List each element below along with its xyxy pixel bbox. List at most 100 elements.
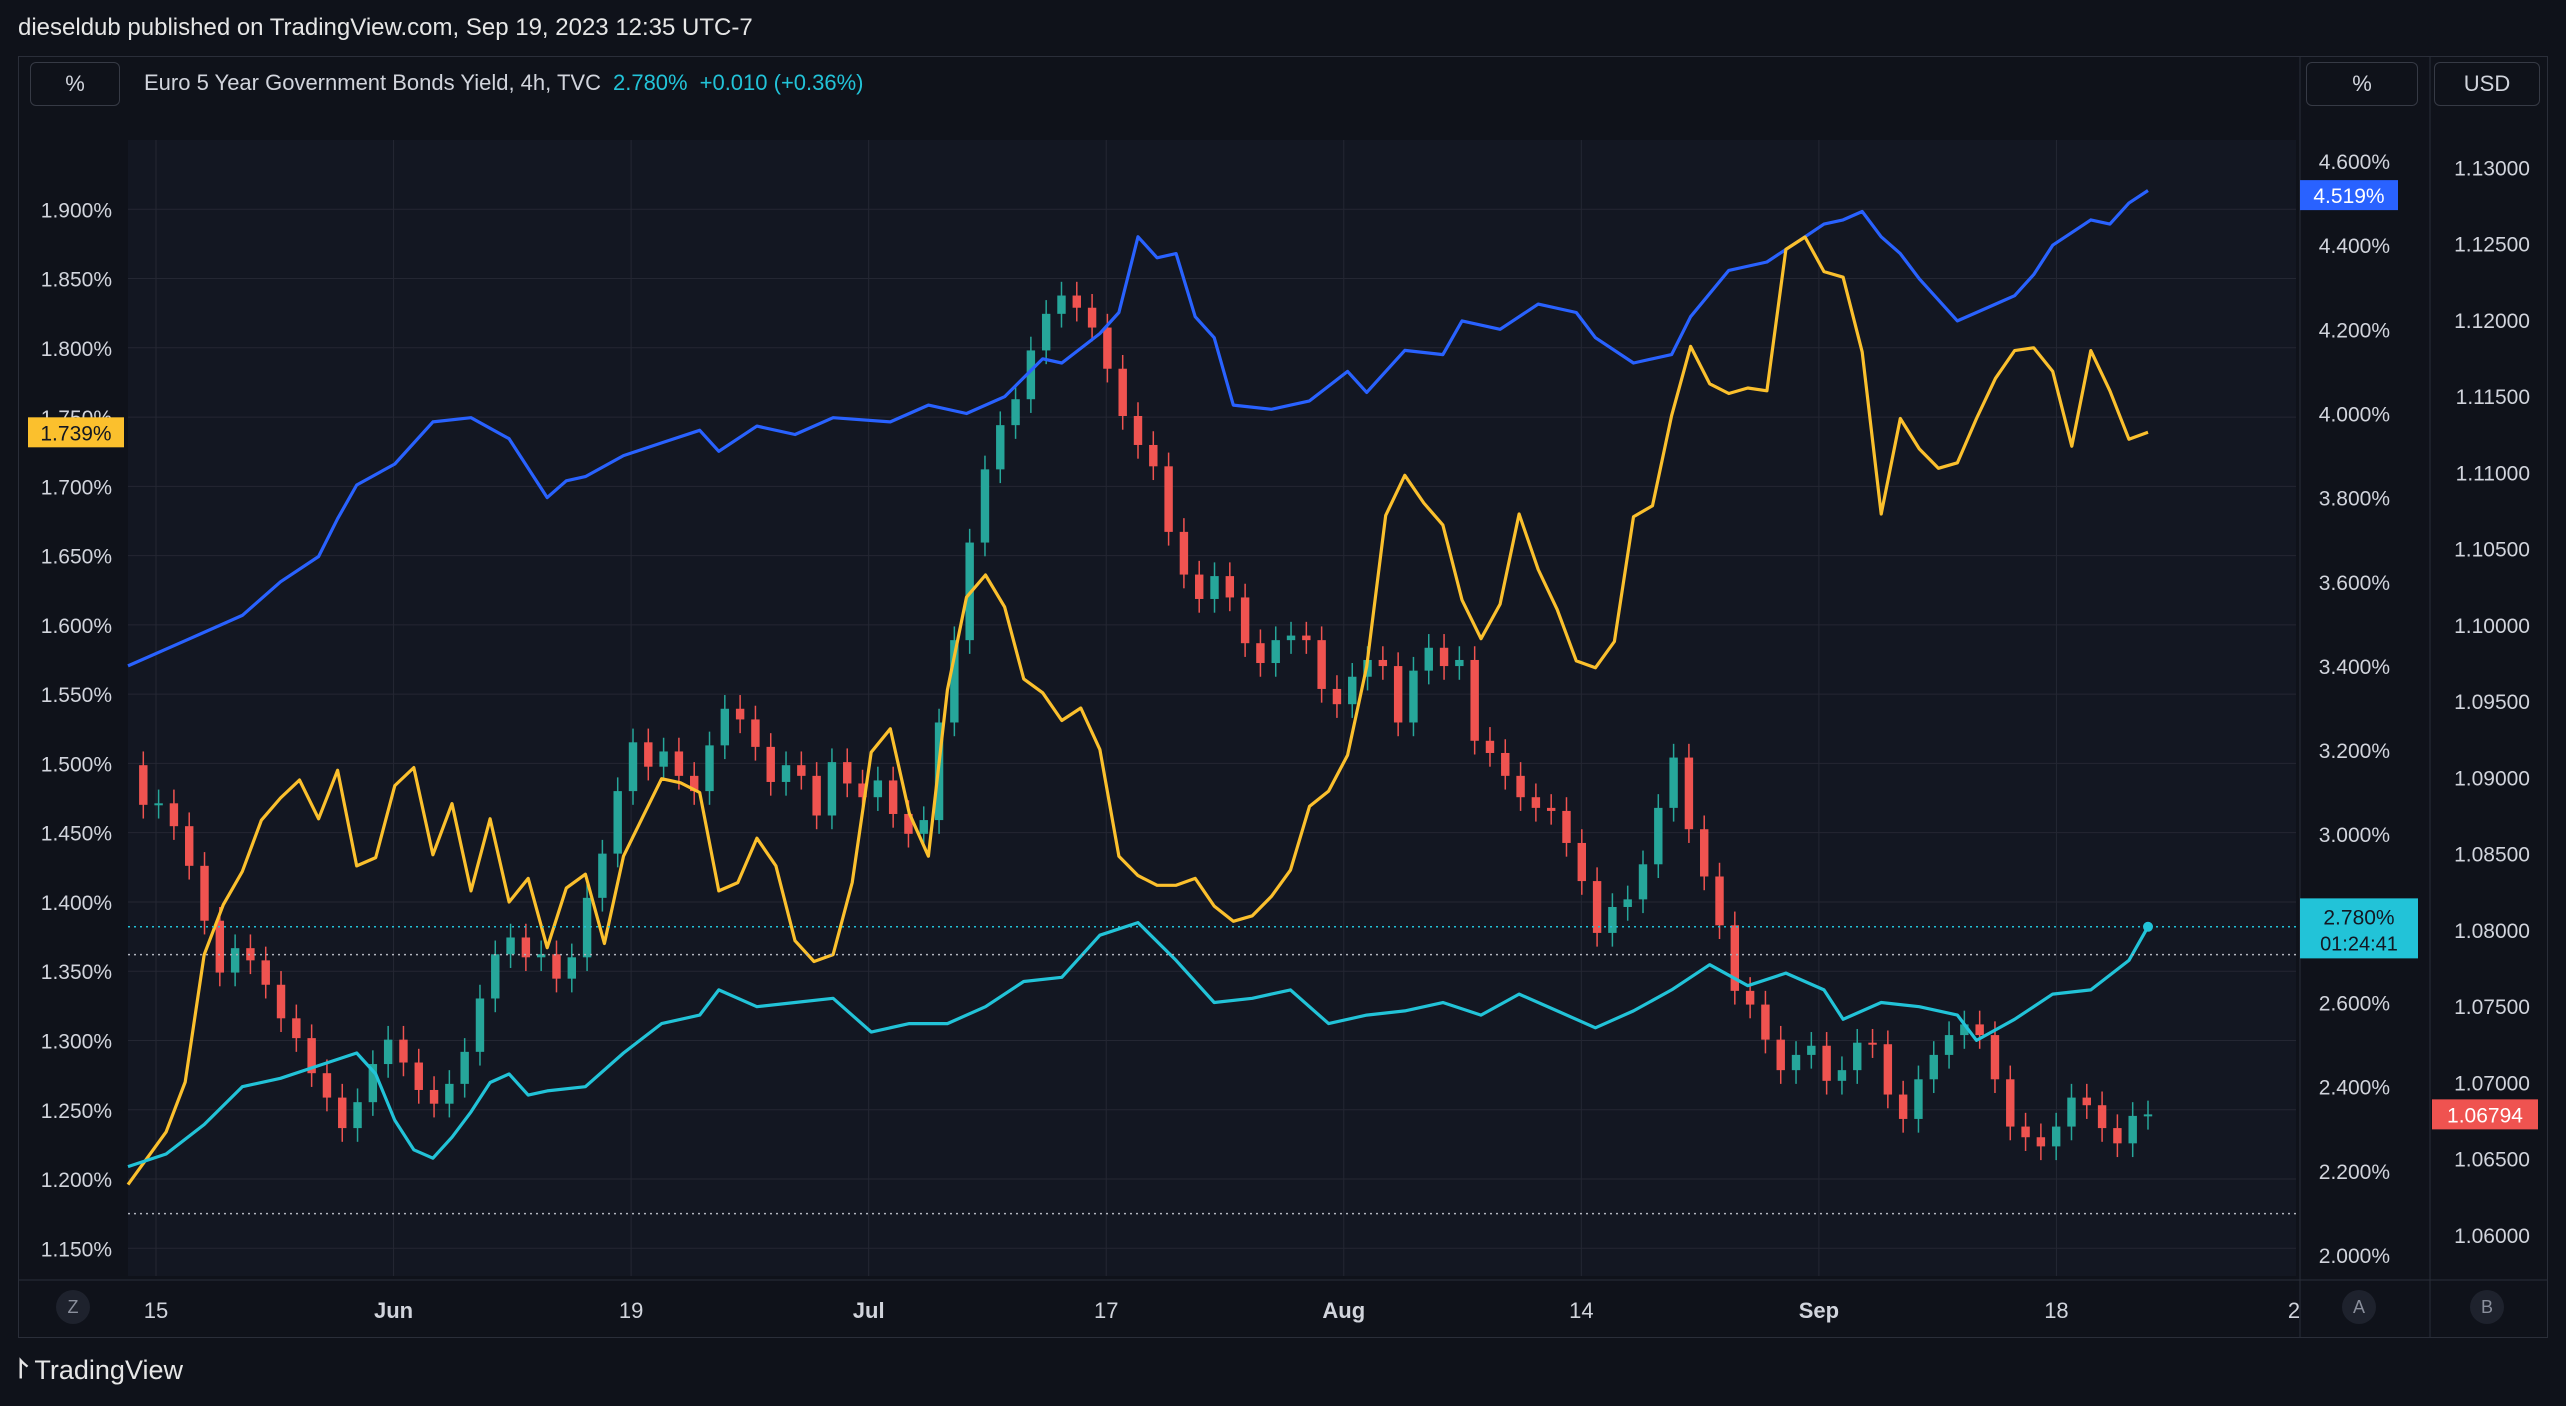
time-axis-label: 19 — [619, 1298, 643, 1323]
candle-body — [1332, 688, 1342, 705]
candle-body — [154, 803, 163, 806]
right-axis-tick: 1.10000 — [2454, 615, 2530, 638]
mid-axis-tick: 3.400% — [2319, 656, 2390, 679]
last-point-marker — [2143, 921, 2153, 932]
candle-body — [169, 803, 179, 827]
candle-body — [506, 937, 515, 955]
candle-body — [1179, 531, 1189, 575]
candle-body — [445, 1083, 454, 1104]
candle-body — [797, 765, 806, 776]
candle-body — [2006, 1079, 2015, 1127]
candle-body — [338, 1097, 347, 1129]
candle-body — [674, 751, 684, 776]
left-axis-tick: 1.550% — [41, 684, 112, 707]
candle-body — [735, 708, 745, 720]
candle-body — [383, 1039, 393, 1065]
left-axis-tick: 1.250% — [41, 1100, 112, 1123]
candle-body — [2128, 1115, 2137, 1144]
series-line-cyan — [127, 921, 2150, 1169]
time-axis-label: 14 — [1569, 1298, 1593, 1323]
legend-change: +0.010 (+0.36%) — [699, 70, 864, 95]
candle-body — [1562, 810, 1571, 843]
scale-b-button[interactable]: B — [2470, 1290, 2504, 1324]
candle-body — [1348, 676, 1357, 705]
left-axis-tick: 1.300% — [41, 1030, 112, 1053]
candle-body — [919, 820, 928, 834]
candle-body — [1807, 1045, 1816, 1055]
right-axis-tick: 1.11500 — [2456, 386, 2530, 409]
candle-body — [644, 742, 653, 767]
left-last-tag: 1.739% — [40, 422, 111, 445]
candle-body — [1424, 647, 1433, 671]
candle-body — [1914, 1079, 1923, 1119]
candle-body — [1485, 740, 1495, 753]
candle-body — [2036, 1137, 2046, 1147]
candle-body — [429, 1089, 439, 1104]
mid-axis-tick: 2.200% — [2319, 1161, 2390, 1184]
candle-body — [1715, 876, 1724, 926]
candle-body — [307, 1038, 316, 1074]
candle-body — [1256, 643, 1265, 664]
candle-body — [1026, 350, 1036, 400]
candle-body — [1195, 574, 1204, 599]
candle-body — [1271, 640, 1280, 664]
left-axis-tick: 1.350% — [41, 961, 112, 984]
candle-body — [2113, 1128, 2122, 1144]
candle-body — [1960, 1024, 1969, 1036]
candle-body — [1975, 1024, 1984, 1036]
candle-body — [1929, 1054, 1938, 1080]
candle-body — [230, 948, 240, 973]
candle-body — [2067, 1097, 2076, 1127]
time-axis-label: 15 — [144, 1298, 168, 1323]
candle-body — [1883, 1044, 1893, 1095]
time-axis-label: 17 — [1094, 1298, 1118, 1323]
auto-scale-button[interactable]: A — [2342, 1290, 2376, 1324]
left-axis-tick: 1.400% — [41, 892, 112, 915]
candle-body — [2143, 1114, 2153, 1117]
top-bar: dieseldub published on TradingView.com, … — [0, 0, 2566, 56]
candle-body — [1011, 399, 1020, 426]
candle-body — [1133, 415, 1143, 445]
series-line-blue — [127, 189, 2149, 668]
right-scale-percent-button[interactable]: % — [2306, 62, 2418, 106]
candle-body — [1745, 990, 1755, 1005]
candle-body — [292, 1018, 301, 1039]
candle-body — [1546, 807, 1556, 811]
candle-body — [1455, 659, 1464, 667]
time-axis-label: Sep — [1799, 1298, 1839, 1323]
candle-body — [1041, 313, 1051, 351]
candle-body — [1149, 444, 1158, 467]
cyan-last-tag: 2.780% — [2323, 906, 2394, 929]
mid-axis-tick: 4.400% — [2319, 235, 2390, 258]
blue-last-tag: 4.519% — [2313, 185, 2384, 208]
right-axis-tick: 1.13000 — [2454, 157, 2530, 180]
zoom-reset-button[interactable]: Z — [56, 1290, 90, 1324]
candle-body — [1240, 597, 1250, 644]
brand-name: TradingView — [34, 1354, 183, 1385]
candle-body — [322, 1073, 332, 1098]
candle-body — [1592, 881, 1602, 933]
mid-axis-tick: 3.200% — [2319, 740, 2390, 763]
right-axis-tick: 1.12000 — [2454, 310, 2530, 333]
candle-body — [1944, 1035, 1954, 1055]
currency-button[interactable]: USD — [2434, 62, 2540, 106]
tradingview-logo-icon: ⨡ — [18, 1354, 29, 1384]
candle-body — [1393, 666, 1403, 723]
candle-body — [1409, 670, 1418, 723]
tradingview-brand[interactable]: ⨡ TradingView — [18, 1352, 183, 1388]
candle-body — [414, 1062, 423, 1090]
candle-body — [582, 897, 592, 958]
blue-last-tag-bg — [2300, 180, 2398, 211]
candle-body — [690, 775, 699, 792]
right-axis-tick: 1.10500 — [2454, 539, 2530, 562]
candle-body — [1791, 1054, 1801, 1071]
candle-body — [139, 765, 148, 805]
left-scale-percent-button[interactable]: % — [30, 62, 120, 106]
candle-body — [904, 813, 913, 834]
right-axis-tick: 1.09000 — [2454, 767, 2530, 790]
time-axis-label: Jul — [853, 1298, 885, 1323]
right-last-tag-bg — [2432, 1099, 2538, 1130]
candle-body — [1822, 1045, 1831, 1081]
candle-body — [873, 780, 883, 798]
